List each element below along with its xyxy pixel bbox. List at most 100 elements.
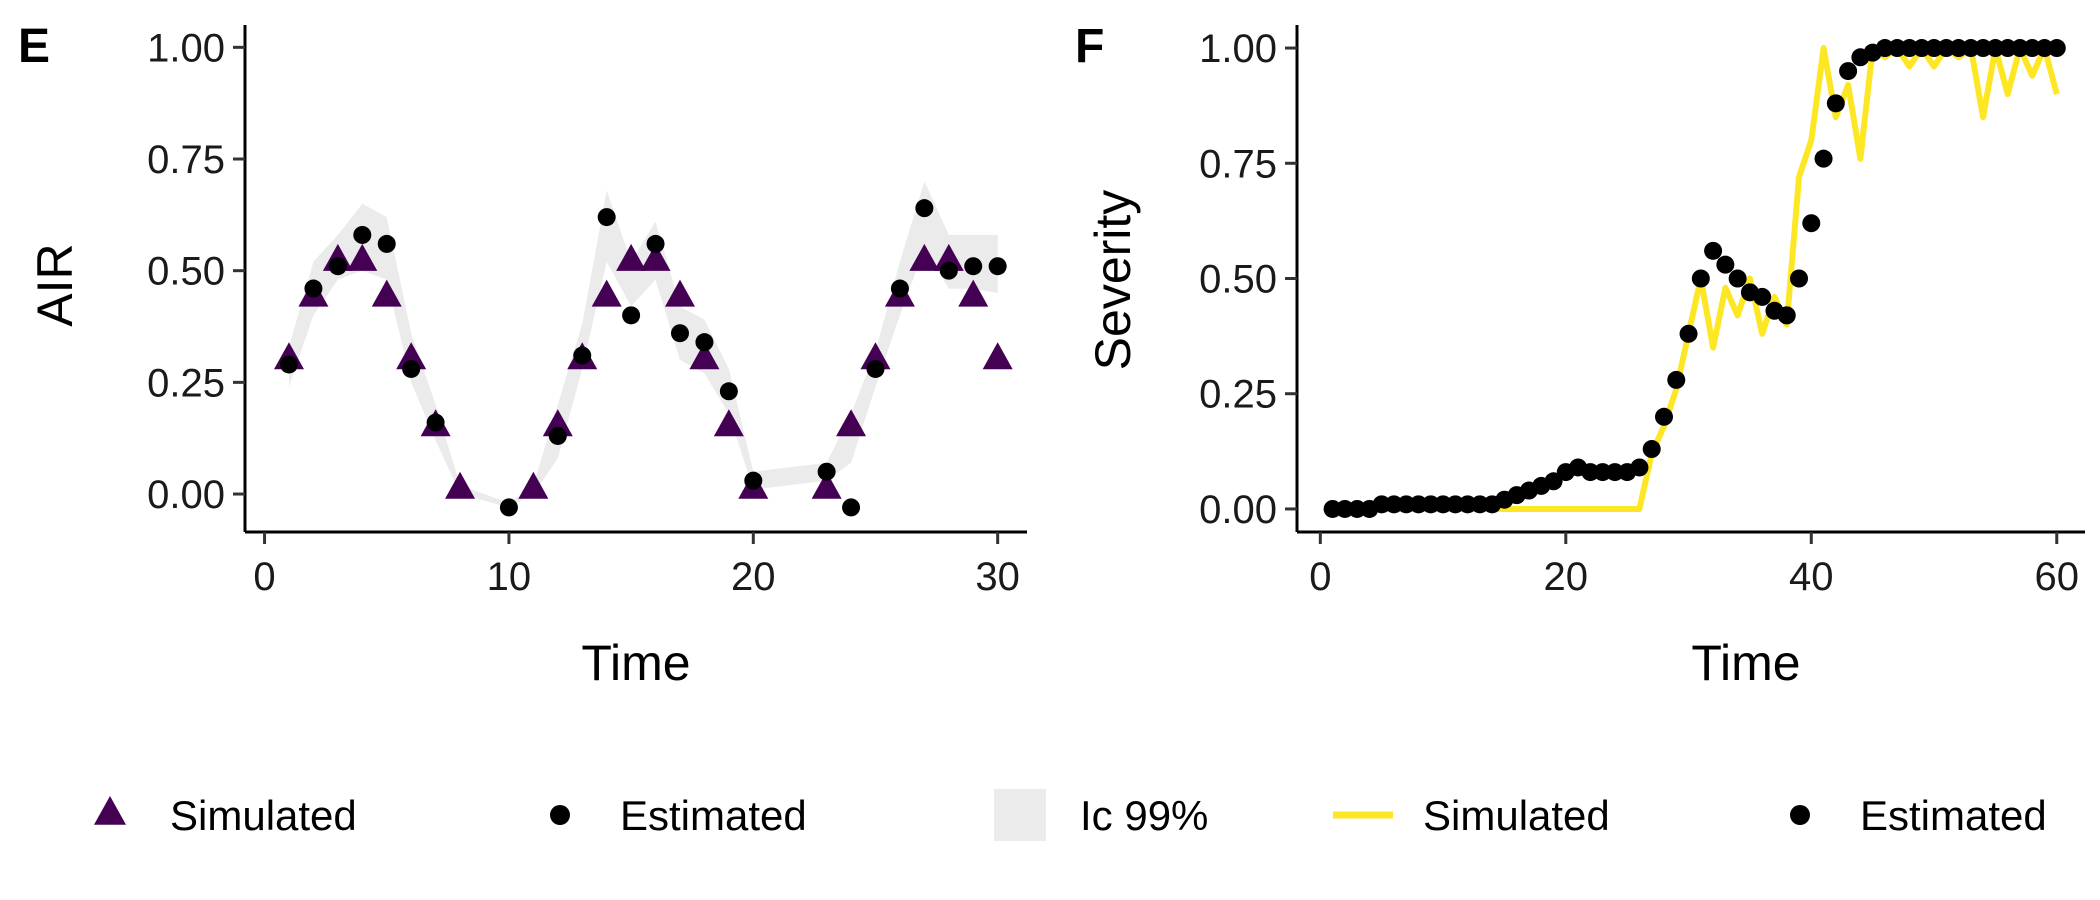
estimated-point xyxy=(1826,94,1845,113)
estimated-point xyxy=(695,333,714,352)
estimated-point xyxy=(402,359,421,378)
y-tick-label: 0.75 xyxy=(147,138,225,182)
estimated-point xyxy=(1704,241,1723,260)
x-axis-title: Time xyxy=(1691,635,1800,691)
panel-e-air-chart: E 0.00 0.25 0.50 0.75 1.00 0 10 20 30 Time AIR xyxy=(18,20,1027,691)
legend-label: Estimated xyxy=(620,792,807,839)
estimated-point xyxy=(939,261,958,280)
estimated-point xyxy=(1630,458,1649,477)
x-tick-label: 10 xyxy=(487,555,532,599)
y-tick-label: 1.00 xyxy=(1199,27,1277,71)
estimated-point xyxy=(670,324,689,343)
simulated-point xyxy=(591,279,622,307)
y-axis-title: Severity xyxy=(1085,190,1141,371)
estimated-point xyxy=(964,257,983,276)
estimated-point xyxy=(377,234,396,253)
estimated-point xyxy=(548,426,567,445)
estimated-point xyxy=(744,471,763,490)
y-tick-label: 0.75 xyxy=(1199,142,1277,186)
estimated-point xyxy=(866,359,885,378)
legend-circle-key xyxy=(1790,805,1810,825)
simulated-point xyxy=(836,409,867,437)
panel-tag: E xyxy=(18,20,50,73)
simulated-point xyxy=(396,342,427,370)
estimated-point xyxy=(915,199,934,218)
estimated-point xyxy=(1802,214,1821,233)
x-tick-label: 20 xyxy=(1544,555,1589,599)
simulated-point xyxy=(811,471,842,499)
y-tick-label: 0.50 xyxy=(1199,258,1277,302)
simulated-point xyxy=(689,342,720,370)
y-tick-label: 0.25 xyxy=(147,361,225,405)
x-axis-title: Time xyxy=(581,635,690,691)
y-axis-title: AIR xyxy=(27,243,83,326)
panel-f-severity-chart: F 0.00 0.25 0.50 0.75 1.00 0 20 40 60 Time Severity xyxy=(1075,20,2085,691)
estimated-point xyxy=(1839,62,1858,81)
simulated-point xyxy=(664,279,695,307)
simulated-point xyxy=(933,243,964,271)
x-tick-label: 60 xyxy=(2035,555,2080,599)
estimated-point xyxy=(1728,269,1747,288)
simulated-point xyxy=(347,243,378,271)
y-tick-label: 0.00 xyxy=(1199,488,1277,532)
simulated-point xyxy=(616,243,647,271)
estimated-point xyxy=(1814,149,1833,168)
simulated-point xyxy=(640,243,671,271)
simulated-point xyxy=(445,471,476,499)
estimated-point xyxy=(1642,440,1661,459)
estimated-point xyxy=(646,234,665,253)
simulated-point xyxy=(371,279,402,307)
estimated-point xyxy=(1544,472,1563,491)
estimated-point xyxy=(426,413,445,432)
simulated-point xyxy=(982,342,1013,370)
simulated-point xyxy=(958,279,989,307)
y-tick-label: 1.00 xyxy=(147,26,225,70)
estimated-point xyxy=(1679,324,1698,343)
y-tick-label: 0.00 xyxy=(147,473,225,517)
y-tick-label: 0.25 xyxy=(1199,373,1277,417)
x-tick-label: 0 xyxy=(1309,555,1331,599)
estimated-point xyxy=(304,279,323,298)
x-tick-label: 0 xyxy=(253,555,275,599)
estimated-point xyxy=(890,279,909,298)
legend: Simulated Estimated Ic 99% Simulated Estimat… xyxy=(94,789,2047,841)
y-tick-label: 0.50 xyxy=(147,250,225,294)
legend-band-key xyxy=(994,789,1046,841)
estimated-point xyxy=(842,498,861,517)
legend-triangle-key xyxy=(94,795,126,825)
estimated-point xyxy=(279,355,298,374)
legend-label: Estimated xyxy=(1860,792,2047,839)
estimated-point xyxy=(988,257,1007,276)
simulated-point xyxy=(542,409,573,437)
estimated-point xyxy=(499,498,518,517)
estimated-point xyxy=(1691,269,1710,288)
simulated-point xyxy=(713,409,744,437)
estimated-point xyxy=(1777,306,1796,325)
legend-label: Ic 99% xyxy=(1080,792,1208,839)
estimated-point xyxy=(622,306,641,325)
legend-label: Simulated xyxy=(1423,792,1610,839)
legend-circle-key xyxy=(550,805,570,825)
estimated-point xyxy=(1716,255,1735,274)
estimated-point xyxy=(1753,287,1772,306)
x-tick-label: 20 xyxy=(731,555,776,599)
estimated-point xyxy=(353,225,372,244)
estimated-point xyxy=(573,346,592,365)
simulated-point xyxy=(860,342,891,370)
panel-tag: F xyxy=(1075,20,1104,73)
estimated-point xyxy=(597,208,616,227)
estimated-point xyxy=(719,382,738,401)
estimated-point xyxy=(1654,407,1673,426)
estimated-point xyxy=(1667,370,1686,389)
x-tick-label: 30 xyxy=(975,555,1020,599)
estimated-point xyxy=(817,462,836,481)
estimated-point xyxy=(328,257,347,276)
estimated-point xyxy=(1790,269,1809,288)
estimated-point xyxy=(2047,39,2066,58)
simulated-point xyxy=(518,471,549,499)
legend-label: Simulated xyxy=(170,792,357,839)
confidence-band xyxy=(289,181,998,508)
x-tick-label: 40 xyxy=(1789,555,1834,599)
simulated-point xyxy=(909,243,940,271)
